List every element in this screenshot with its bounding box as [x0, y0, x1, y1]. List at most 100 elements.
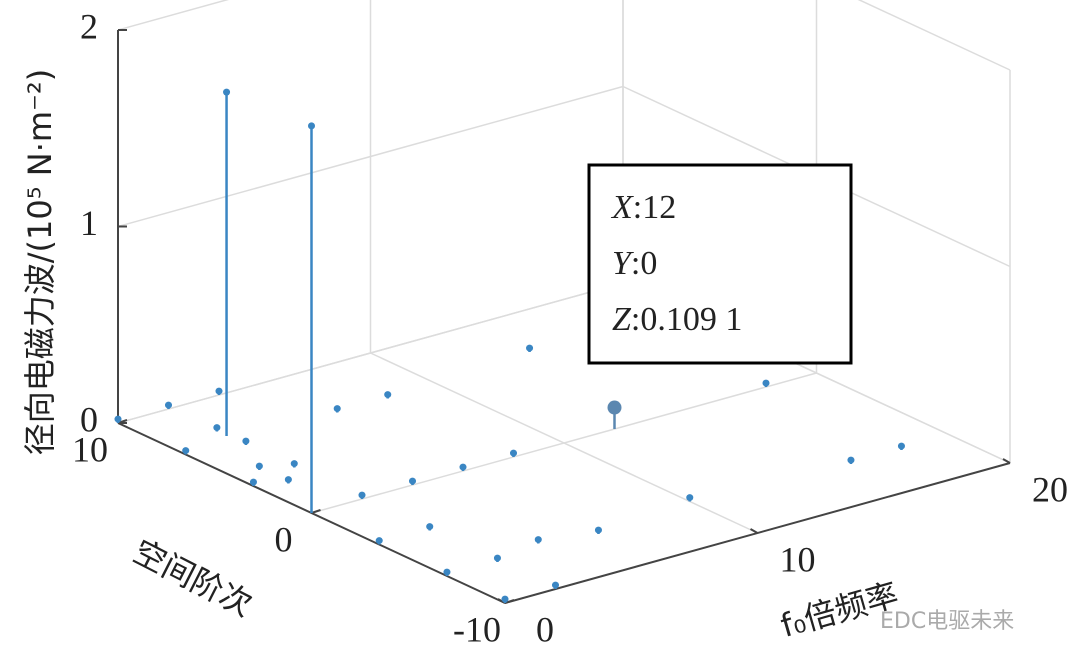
stem [384, 391, 392, 399]
stem [762, 379, 770, 387]
stem [501, 595, 509, 603]
wall-grid-line [117, 85, 624, 228]
stem [443, 568, 451, 576]
z-axis-label: 径向电磁力波/(10⁵ N·m⁻²) [21, 69, 59, 455]
stem-marker [215, 387, 223, 395]
y-tick [117, 419, 128, 424]
stem [847, 456, 855, 464]
grid-layer [117, 0, 1011, 604]
stem-marker [526, 344, 534, 352]
datatip-separator: : [631, 301, 640, 338]
floor-grid-line [311, 372, 817, 514]
stem [409, 477, 416, 485]
stem [552, 581, 559, 589]
stem-marker [847, 456, 855, 464]
stem [290, 460, 298, 468]
stem-marker [284, 476, 292, 484]
stem-marker [223, 88, 231, 96]
stem-marker [501, 595, 509, 603]
x-tick-label: 20 [1032, 469, 1068, 509]
stem-marker [762, 379, 770, 387]
datatip-value: 12 [642, 189, 676, 226]
y-tick-label: 0 [275, 519, 293, 559]
stem-marker [242, 437, 250, 445]
stem [493, 554, 501, 562]
stem-marker [409, 477, 416, 485]
stem-marker [375, 537, 383, 545]
datatip-line: X:12 [610, 189, 676, 226]
stem-marker [426, 523, 434, 531]
stem-marker [443, 568, 451, 576]
z-tick-label: 0 [80, 399, 98, 439]
stem-marker [249, 478, 257, 486]
datatip-separator: : [633, 189, 642, 226]
stem-marker [255, 462, 263, 470]
datatip-label: X [610, 189, 634, 226]
wall-grid-line [117, 0, 230, 31]
stem-marker [493, 554, 501, 562]
datatip-line: Y:0 [612, 245, 657, 282]
stem [213, 424, 221, 432]
stem-marker [384, 391, 392, 399]
stem [897, 442, 905, 450]
datatip-box [587, 163, 853, 365]
stem [284, 476, 292, 484]
stem [242, 437, 250, 445]
watermark: EDC电驱未来 [880, 609, 1014, 634]
highlight-marker [607, 400, 622, 415]
stem [255, 462, 263, 470]
stem [182, 447, 190, 455]
datatip-value: 0.109 1 [640, 301, 742, 338]
stem [526, 344, 534, 352]
z-tick-label: 2 [80, 6, 98, 46]
stem-marker [182, 447, 190, 455]
stem-marker [213, 424, 221, 432]
stem-marker [308, 122, 315, 130]
stem-marker [333, 405, 341, 413]
stem [165, 401, 172, 409]
stem-marker [459, 463, 467, 471]
marks-layer [114, 88, 905, 603]
stem [426, 523, 434, 531]
datatip-label: Y [612, 245, 634, 282]
datatip-label: Z [612, 301, 632, 338]
y-axis-label: 空间阶次 [127, 532, 258, 624]
y-tick [504, 599, 515, 604]
stem [459, 463, 467, 471]
stem [594, 526, 602, 534]
stem [249, 478, 257, 486]
stem-marker [358, 491, 366, 499]
stem-marker [510, 449, 517, 457]
y-tick [311, 509, 321, 514]
stem-marker [552, 581, 559, 589]
stem-marker [534, 536, 542, 544]
stem [358, 491, 366, 499]
stem [114, 415, 122, 423]
stem [308, 122, 315, 513]
x-tick-label: 0 [536, 609, 554, 649]
y-tick-label: -10 [453, 609, 501, 649]
stem-marker [165, 401, 172, 409]
stem-marker [897, 442, 905, 450]
stem-marker [686, 494, 694, 502]
stem-marker [290, 460, 298, 468]
stem [375, 537, 383, 545]
x-tick [1002, 458, 1011, 464]
z-tick-label: 1 [80, 203, 98, 243]
datatip-text: X:12Y:0Z:0.109 1 [610, 189, 742, 338]
stem-marker [594, 526, 602, 534]
wall-grid-line [117, 282, 624, 424]
stem-marker [114, 415, 122, 423]
stem [223, 88, 231, 436]
x-tick [750, 528, 758, 534]
stem [510, 449, 517, 457]
x-tick-label: 10 [780, 539, 816, 579]
stem [215, 387, 223, 395]
wall-grid-line [857, 0, 1011, 71]
stem [534, 536, 542, 544]
y-tick-label: 10 [72, 429, 108, 469]
datatip-value: 0 [640, 245, 657, 282]
stem [333, 405, 341, 413]
